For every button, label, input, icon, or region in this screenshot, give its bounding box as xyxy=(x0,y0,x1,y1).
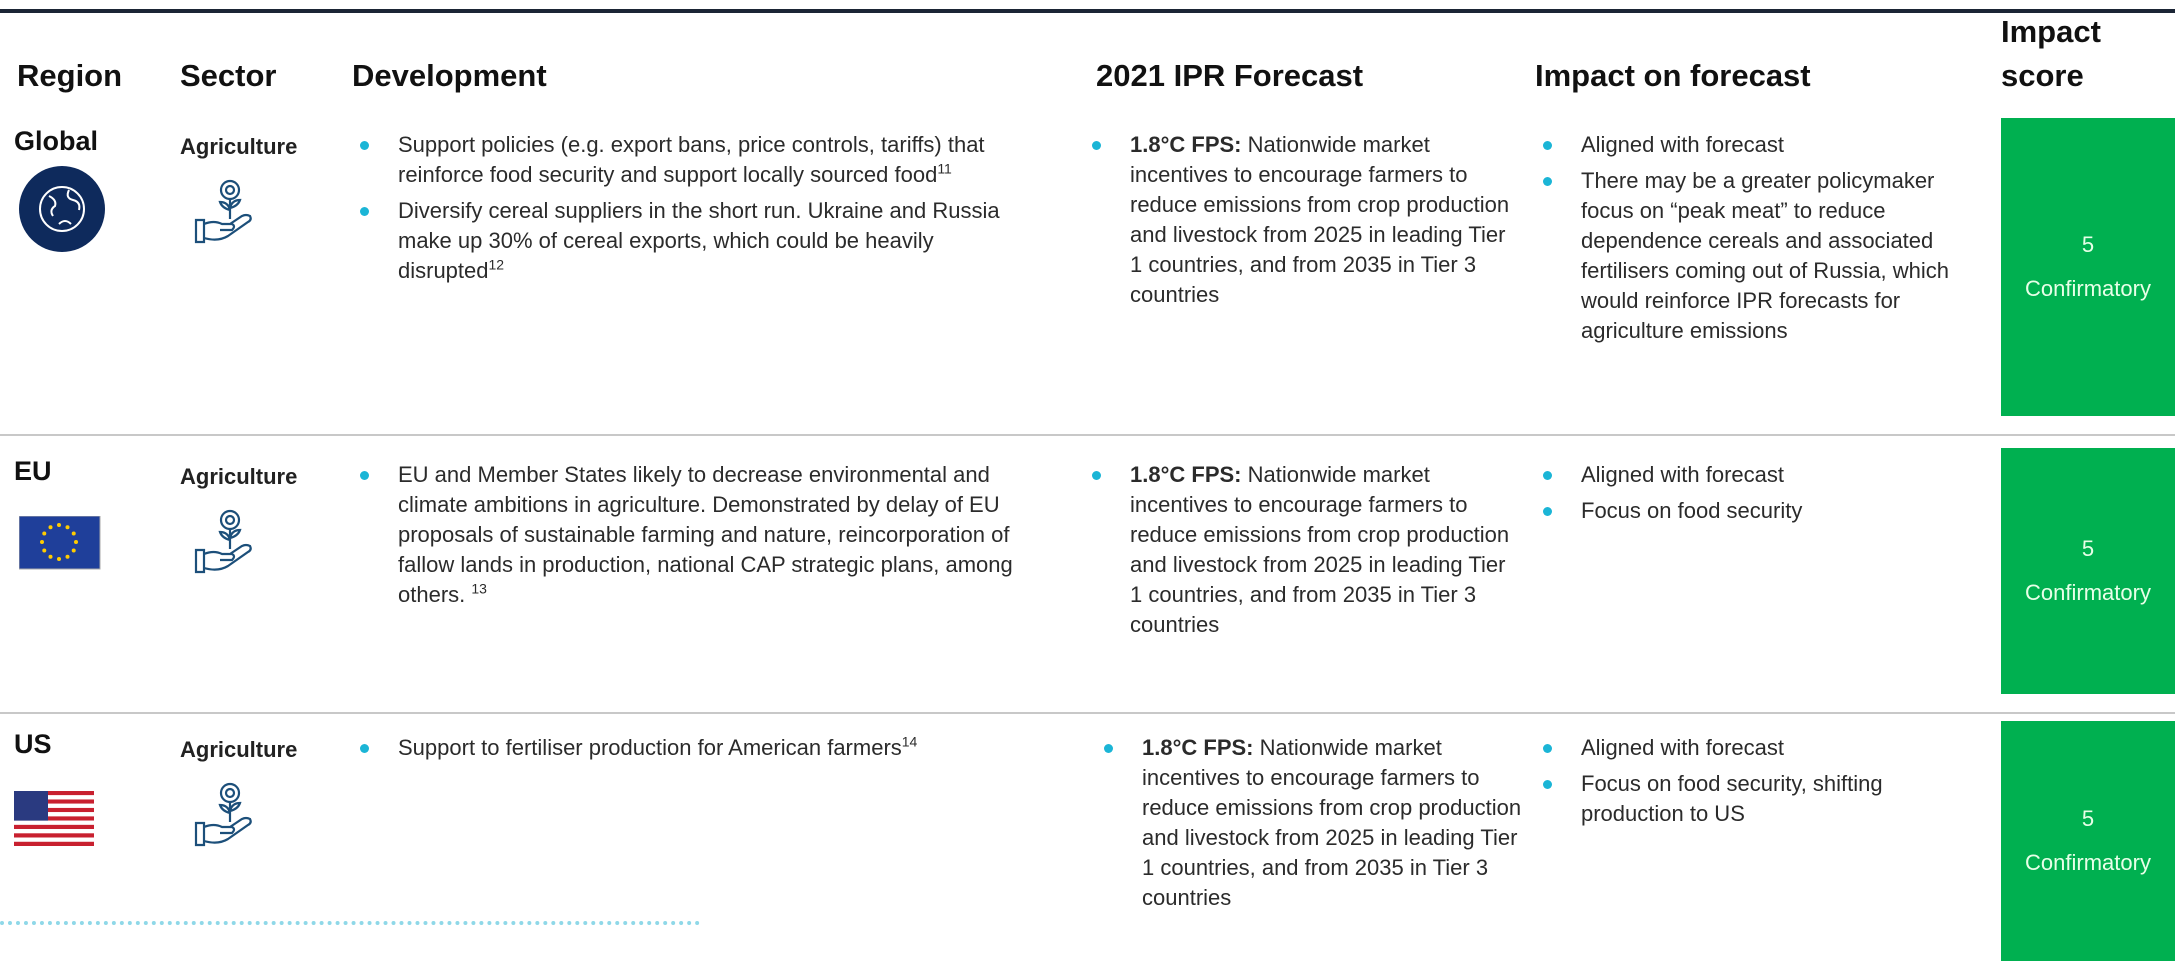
development-text: Support policies (e.g. export bans, pric… xyxy=(398,132,985,187)
score-label: Confirmatory xyxy=(2025,580,2151,605)
impact-list: Aligned with forecast There may be a grea… xyxy=(1543,130,1951,352)
sector-icon-svg xyxy=(194,509,252,574)
development-list: EU and Member States likely to decrease … xyxy=(360,460,1028,616)
impact-list: Aligned with forecast Focus on food secur… xyxy=(1543,733,1951,835)
forecast-label: 1.8°C FPS: xyxy=(1142,735,1254,760)
forecast-list: 1.8°C FPS: Nationwide market incentives … xyxy=(1092,460,1510,646)
impact-item: Focus on food security xyxy=(1543,496,1951,526)
top-rule xyxy=(0,9,2175,13)
sector-icon xyxy=(192,506,262,578)
footnote-ref: 11 xyxy=(937,160,952,177)
sector-label: Agriculture xyxy=(180,737,298,762)
development-list: Support to fertiliser production for Ame… xyxy=(360,733,1028,769)
score-label: Confirmatory xyxy=(2025,276,2151,301)
sector-label: Agriculture xyxy=(180,134,298,159)
development-item: Support to fertiliser production for Ame… xyxy=(360,733,1028,763)
forecast-label: 1.8°C FPS: xyxy=(1130,462,1242,487)
score-value: 5 xyxy=(2081,536,2095,561)
region-icon xyxy=(14,791,95,847)
impact-item: Focus on food security, shifting product… xyxy=(1543,769,1951,829)
forecast-item: 1.8°C FPS: Nationwide market incentives … xyxy=(1092,130,1510,310)
header-impact: Impact on forecast xyxy=(1535,58,1811,93)
region-icon xyxy=(19,166,106,253)
row-separator xyxy=(0,434,2175,436)
header-sector: Sector xyxy=(180,58,277,93)
score-box: 5 Confirmatory xyxy=(2001,721,2175,961)
forecast-list: 1.8°C FPS: Nationwide market incentives … xyxy=(1104,733,1522,919)
impact-list: Aligned with forecast Focus on food secur… xyxy=(1543,460,1951,532)
impact-item: Aligned with forecast xyxy=(1543,460,1951,490)
development-text: Support to fertiliser production for Ame… xyxy=(398,735,902,760)
development-item: EU and Member States likely to decrease … xyxy=(360,460,1028,610)
sector-icon xyxy=(192,779,262,851)
footnote-ref: 12 xyxy=(488,256,505,273)
development-list: Support policies (e.g. export bans, pric… xyxy=(360,130,1028,292)
header-development: Development xyxy=(352,58,547,93)
footnote-ref: 13 xyxy=(471,580,487,597)
development-text: Diversify cereal suppliers in the short … xyxy=(398,198,1000,283)
region-icon-svg xyxy=(19,166,105,252)
region-label: EU xyxy=(14,456,52,486)
forecast-text: Nationwide market incentives to encourag… xyxy=(1142,735,1522,910)
sector-label: Agriculture xyxy=(180,464,298,489)
region-icon xyxy=(18,515,101,570)
score-label: Confirmatory xyxy=(2025,850,2151,875)
score-value: 5 xyxy=(2081,806,2095,831)
impact-item: There may be a greater policymaker focus… xyxy=(1543,166,1951,346)
sector-icon-svg xyxy=(194,179,252,244)
score-box: 5 Confirmatory xyxy=(2001,448,2175,694)
forecast-list: 1.8°C FPS: Nationwide market incentives … xyxy=(1092,130,1510,316)
region-icon-svg xyxy=(14,791,94,846)
header-region: Region xyxy=(17,58,123,93)
header-forecast: 2021 IPR Forecast xyxy=(1096,58,1364,93)
region-icon-svg xyxy=(18,515,101,570)
score-box: 5 Confirmatory xyxy=(2001,118,2175,416)
development-item: Diversify cereal suppliers in the short … xyxy=(360,196,1028,286)
development-item: Support policies (e.g. export bans, pric… xyxy=(360,130,1028,190)
dotted-rule xyxy=(0,921,700,925)
forecast-item: 1.8°C FPS: Nationwide market incentives … xyxy=(1092,460,1510,640)
region-label: Global xyxy=(14,126,99,156)
footnote-ref: 14 xyxy=(901,733,918,750)
development-text: EU and Member States likely to decrease … xyxy=(398,462,1013,607)
row-separator xyxy=(0,712,2175,714)
forecast-text: Nationwide market incentives to encourag… xyxy=(1130,132,1510,307)
impact-item: Aligned with forecast xyxy=(1543,733,1951,763)
sector-icon xyxy=(192,176,262,248)
header-score: Impact score xyxy=(2001,14,2101,93)
score-value: 5 xyxy=(2081,232,2095,257)
region-label: US xyxy=(14,729,52,759)
forecast-text: Nationwide market incentives to encourag… xyxy=(1130,462,1510,637)
sector-icon-svg xyxy=(194,782,252,847)
forecast-label: 1.8°C FPS: xyxy=(1130,132,1242,157)
forecast-item: 1.8°C FPS: Nationwide market incentives … xyxy=(1104,733,1522,913)
impact-item: Aligned with forecast xyxy=(1543,130,1951,160)
